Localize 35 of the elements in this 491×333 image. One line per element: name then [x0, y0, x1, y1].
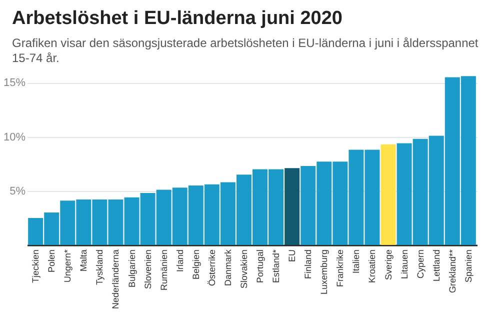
x-tick-label: Nederländerna: [110, 250, 121, 310]
x-tick-label: Luxemburg: [319, 250, 330, 295]
x-tick-label: Frankrike: [335, 250, 346, 288]
x-tick-label: Slovakien: [238, 250, 249, 289]
x-tick-label: Finland: [303, 250, 314, 280]
x-tick-label: Danmark: [222, 249, 233, 286]
x-tick-label: EU: [287, 250, 298, 262]
x-tick-label: Cypern: [415, 250, 426, 279]
x-tick-label: Portugal: [255, 250, 266, 284]
x-tick-label: Österrike: [206, 250, 217, 286]
x-tick-label: Irland: [174, 250, 185, 272]
y-tick-label: 10%: [3, 131, 26, 144]
x-tick-label: Italien: [351, 250, 362, 274]
chart-title: Arbetslöshet i EU-länderna juni 2020: [12, 8, 344, 30]
x-tick-label: Litauen: [399, 250, 410, 280]
x-tick-label: Polen: [46, 250, 57, 273]
x-tick-label: Belgien: [190, 250, 201, 280]
x-tick-label: Tjeckien: [30, 250, 41, 284]
x-tick-label: Slovenien: [142, 250, 153, 290]
x-tick-label: Ungern*: [62, 249, 73, 283]
x-tick-label: Sverige: [383, 250, 394, 280]
y-tick-label: 5%: [10, 185, 26, 198]
x-tick-label: Malta: [78, 250, 89, 272]
y-tick-label: 15%: [3, 77, 26, 90]
x-tick-label: Tyskland: [94, 250, 105, 286]
bar: [284, 168, 300, 245]
x-tick-label: Spanien: [463, 250, 474, 283]
x-tick-label: Rumänien: [158, 250, 169, 291]
x-tick-label: Estland*: [271, 249, 282, 284]
bar: [380, 144, 396, 245]
x-tick-label: Lettland: [431, 250, 442, 282]
x-tick-label: Bulgarien: [126, 250, 137, 288]
chart-subtitle: Grafiken visar den säsongsjusterade arbetslösheten i EU-länderna i juni i åldersspannet 15-74 år.: [12, 36, 480, 66]
x-tick-label: Grekland**: [447, 249, 458, 294]
x-tick-label: Kroatien: [367, 250, 378, 284]
